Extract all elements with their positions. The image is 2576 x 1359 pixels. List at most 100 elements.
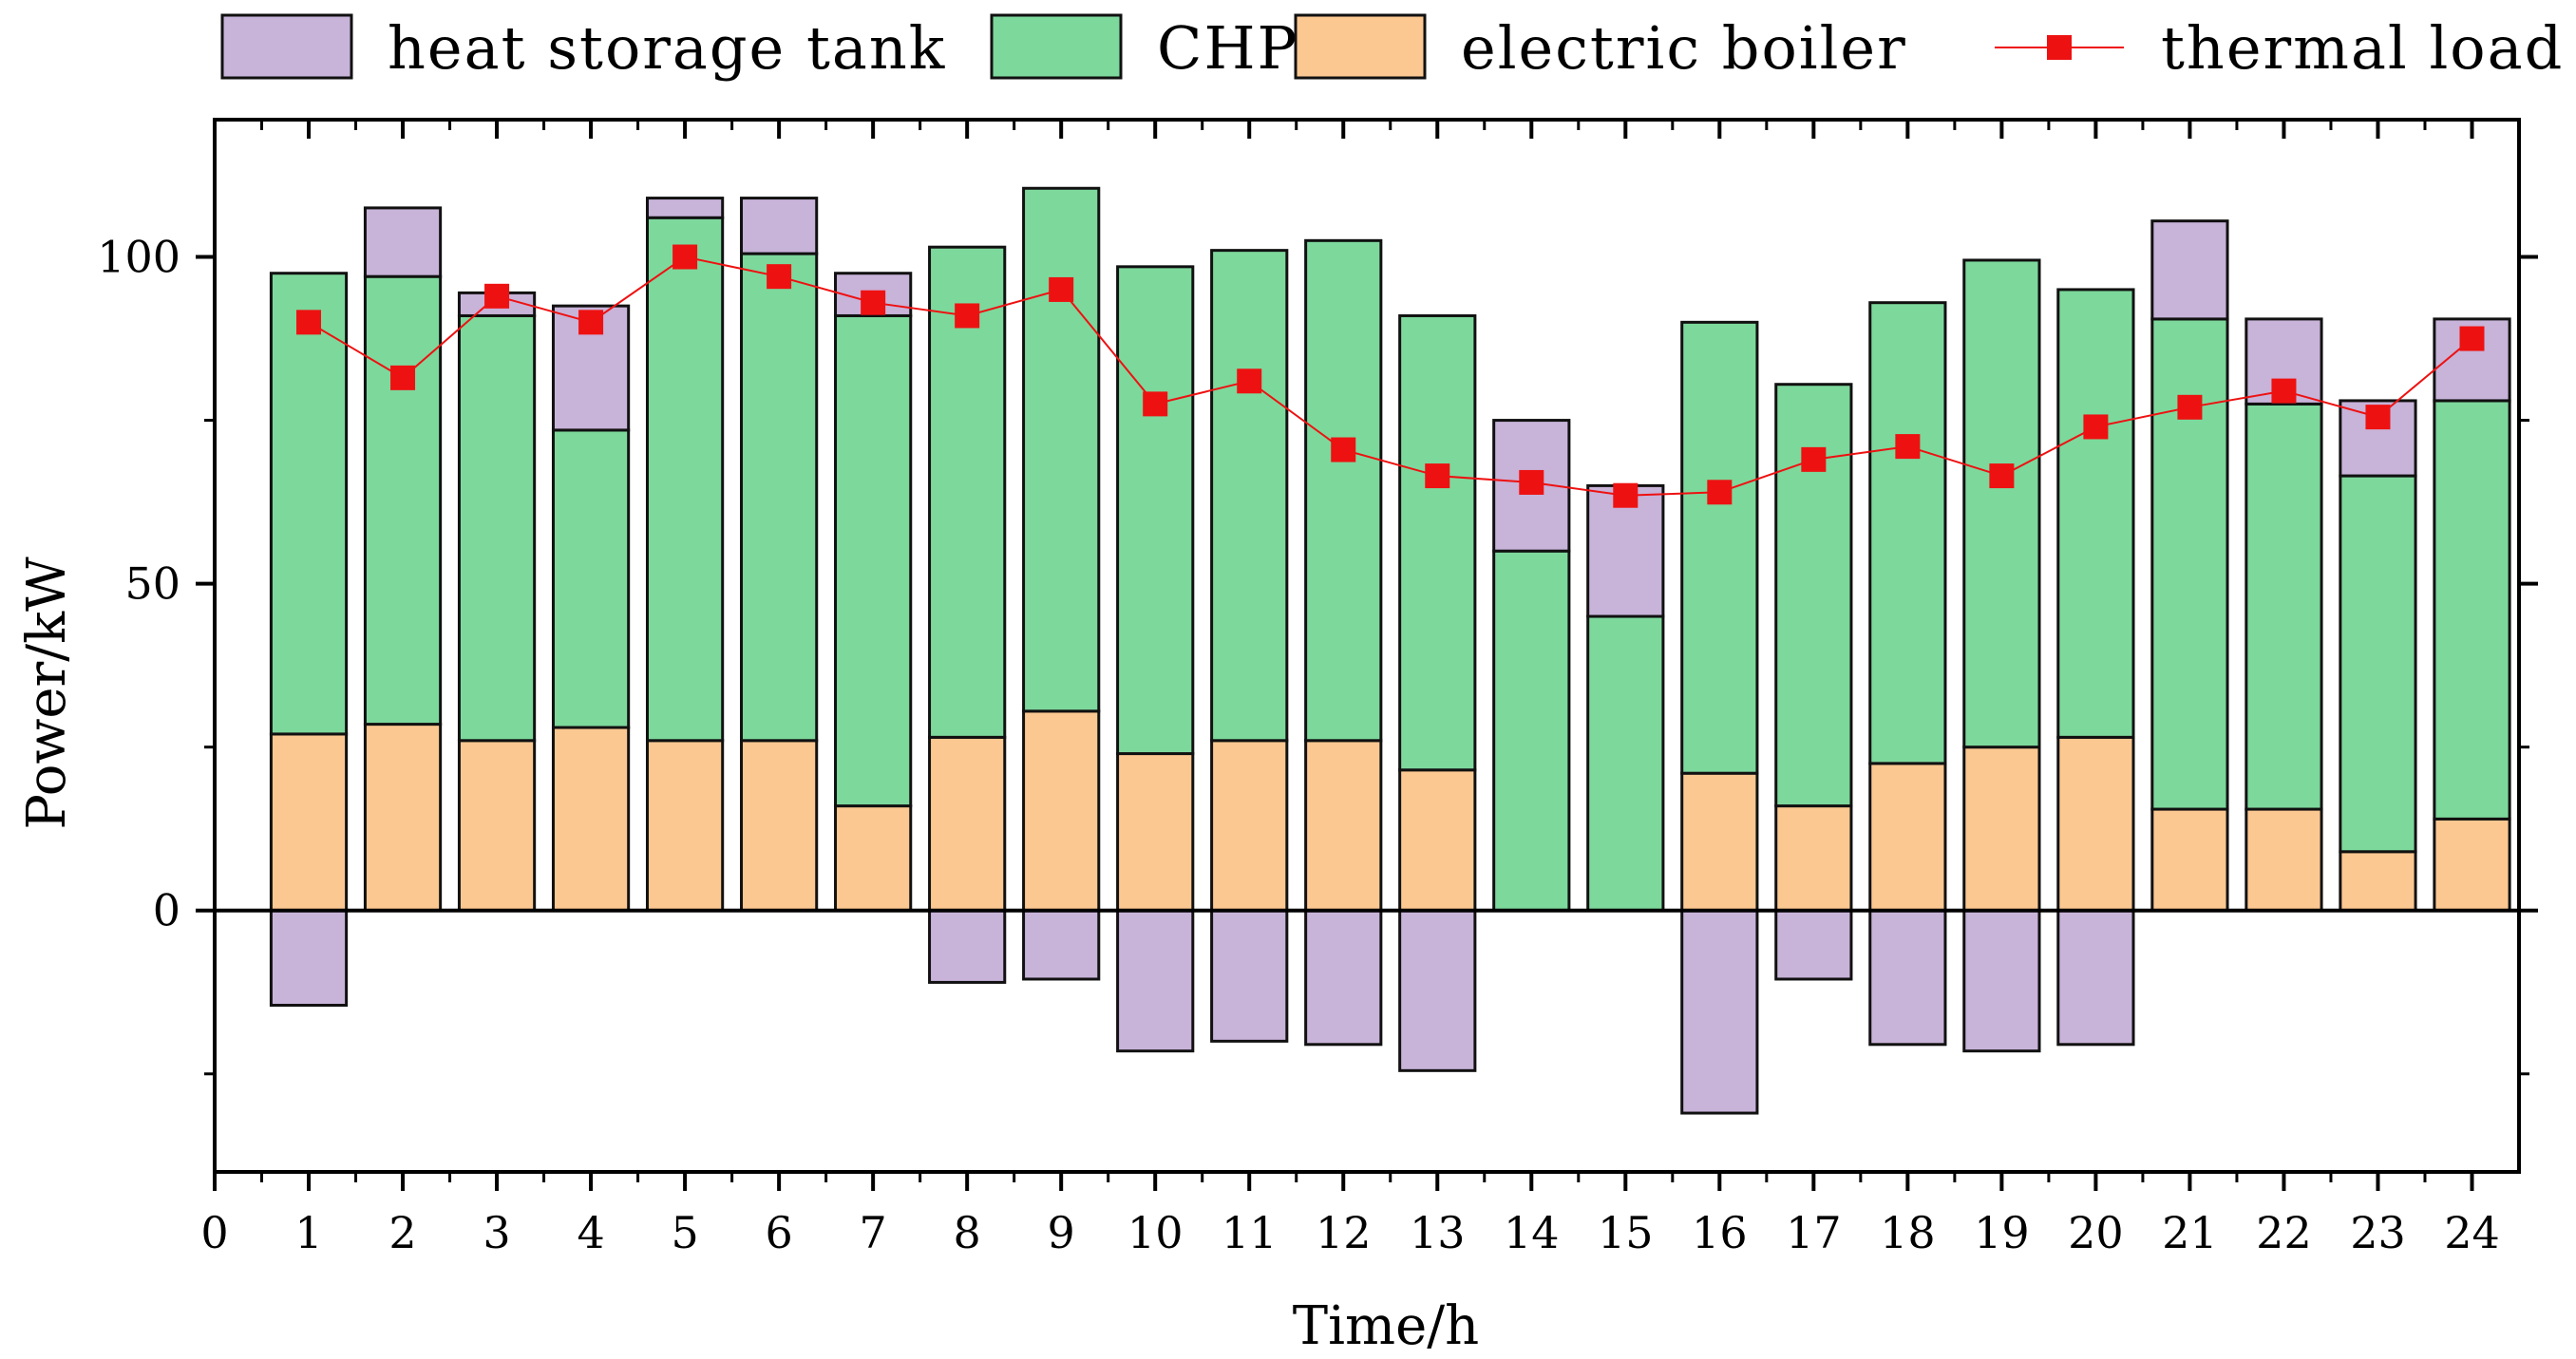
legend-label-thermal-load: thermal load <box>2161 13 2564 83</box>
legend-swatch-heat-storage <box>220 13 353 80</box>
thermal-load-marker-10 <box>1143 391 1168 417</box>
electric-boiler-bar-12 <box>1304 739 1383 913</box>
legend-swatch-chp <box>990 13 1123 80</box>
x-tick-label-8: 8 <box>954 1207 981 1258</box>
x-tick-label-10: 10 <box>1127 1207 1184 1258</box>
electric-boiler-bar-18 <box>1868 762 1947 913</box>
x-tick-label-2: 2 <box>388 1207 416 1258</box>
x-tick-label-15: 15 <box>1598 1207 1654 1258</box>
legend-swatch-electric-boiler <box>1294 13 1427 80</box>
x-tick-label-23: 23 <box>2350 1207 2406 1258</box>
chp-bar-7 <box>834 313 913 808</box>
legend-item-thermal-load: thermal load <box>1995 13 2564 83</box>
x-tick-label-14: 14 <box>1504 1207 1560 1258</box>
electric-boiler-bar-17 <box>1774 804 1853 913</box>
electric-boiler-bar-24 <box>2433 817 2511 913</box>
chp-bar-2 <box>363 274 443 727</box>
electric-boiler-bar-5 <box>645 739 725 913</box>
heat-storage-bar-13 <box>1398 909 1477 1072</box>
legend-item-electric-boiler: electric boiler <box>1294 13 1905 83</box>
plot-area: 0 1 2 3 4 5 6 7 8 9 10 11 12 13 14 15 16 17 18 19 20 21 22 23 24… <box>97 118 2538 1258</box>
chp-bar-9 <box>1022 186 1101 713</box>
thermal-load-marker-7 <box>861 290 886 315</box>
thermal-load-marker-8 <box>955 303 980 329</box>
thermal-load-line <box>308 255 2473 497</box>
thermal-load-marker-9 <box>1049 276 1074 302</box>
chp-bar-24 <box>2433 399 2511 821</box>
heat-storage-bar-21 <box>2150 219 2229 321</box>
thermal-load-marker-17 <box>1801 446 1827 472</box>
electric-boiler-bar-20 <box>2056 735 2135 913</box>
thermal-load-marker-1 <box>296 310 322 335</box>
chp-bar-8 <box>928 245 1007 739</box>
x-tick-label-12: 12 <box>1316 1207 1372 1258</box>
legend: heat storage tank CHP electric boiler therm… <box>220 13 2564 83</box>
electric-boiler-bar-10 <box>1116 752 1195 913</box>
electric-boiler-bar-2 <box>363 723 443 913</box>
thermal-load-marker-6 <box>767 264 792 290</box>
thermal-load-marker-20 <box>2083 414 2109 440</box>
thermal-load-marker-18 <box>1895 434 1921 460</box>
chp-bar-18 <box>1868 301 1947 765</box>
x-tick-label-4: 4 <box>577 1207 604 1258</box>
chp-bar-16 <box>1680 320 1759 775</box>
legend-label-chp: CHP <box>1157 13 1298 83</box>
heat-storage-bar-12 <box>1304 909 1383 1047</box>
electric-boiler-bar-8 <box>928 735 1007 913</box>
thermal-load-marker-14 <box>1519 469 1544 495</box>
x-tick-label-3: 3 <box>483 1207 510 1258</box>
chp-bar-11 <box>1210 249 1289 743</box>
heat-storage-bar-1 <box>269 909 349 1008</box>
chp-bar-21 <box>2150 317 2229 811</box>
chp-bar-13 <box>1398 313 1477 772</box>
chp-bar-12 <box>1304 238 1383 743</box>
electric-boiler-bar-16 <box>1680 771 1759 913</box>
electric-boiler-bar-19 <box>1962 746 2041 913</box>
chp-bar-10 <box>1116 265 1195 756</box>
plot-frame <box>213 118 2521 1174</box>
x-tick-label-22: 22 <box>2256 1207 2312 1258</box>
y-axis-title: Power/kW <box>16 557 78 830</box>
chp-bar-14 <box>1492 549 1571 913</box>
x-tick-label-24: 24 <box>2444 1207 2500 1258</box>
chp-bar-1 <box>269 272 349 736</box>
thermal-load-marker-11 <box>1237 368 1262 394</box>
heat-storage-bar-20 <box>2056 909 2135 1047</box>
thermal-load-marker-3 <box>484 283 510 309</box>
chp-bar-5 <box>645 216 725 743</box>
electric-boiler-bar-6 <box>740 739 819 913</box>
x-tick-label-13: 13 <box>1410 1207 1466 1258</box>
chp-bar-20 <box>2056 288 2135 739</box>
x-tick-label-9: 9 <box>1048 1207 1075 1258</box>
y-tick-label-50: 50 <box>124 558 180 610</box>
legend-item-heat-storage: heat storage tank <box>220 13 944 83</box>
chp-bar-22 <box>2245 402 2323 811</box>
heat-storage-bar-18 <box>1868 909 1947 1047</box>
legend-marker-thermal-load <box>2047 35 2072 60</box>
heat-storage-bar-15 <box>1586 483 1665 618</box>
thermal-load-marker-23 <box>2365 405 2391 430</box>
heat-storage-bar-19 <box>1962 909 2041 1053</box>
thermal-load-marker-15 <box>1613 482 1638 508</box>
y-tick-label-100: 100 <box>97 232 180 283</box>
heat-storage-bar-8 <box>928 909 1007 984</box>
x-tick-label-20: 20 <box>2068 1207 2124 1258</box>
x-tick-label-1: 1 <box>294 1207 322 1258</box>
x-axis-title: Time/h <box>1293 1295 1479 1357</box>
thermal-load-marker-2 <box>390 365 416 390</box>
chp-bar-3 <box>457 313 537 743</box>
legend-item-chp: CHP <box>990 13 1298 83</box>
heat-storage-bar-5 <box>645 197 725 219</box>
thermal-load-marker-5 <box>672 244 698 270</box>
electric-boiler-bar-7 <box>834 804 913 913</box>
x-tick-label-18: 18 <box>1880 1207 1936 1258</box>
thermal-load-marker-12 <box>1331 437 1356 462</box>
heat-storage-bar-10 <box>1116 909 1195 1053</box>
thermal-load-marker-4 <box>578 310 604 335</box>
heat-storage-bar-11 <box>1210 909 1289 1043</box>
electric-boiler-bar-9 <box>1022 709 1101 913</box>
x-tick-label-17: 17 <box>1786 1207 1842 1258</box>
x-tick-label-11: 11 <box>1222 1207 1278 1258</box>
electric-boiler-bar-23 <box>2339 850 2417 913</box>
electric-boiler-bar-4 <box>551 726 631 913</box>
